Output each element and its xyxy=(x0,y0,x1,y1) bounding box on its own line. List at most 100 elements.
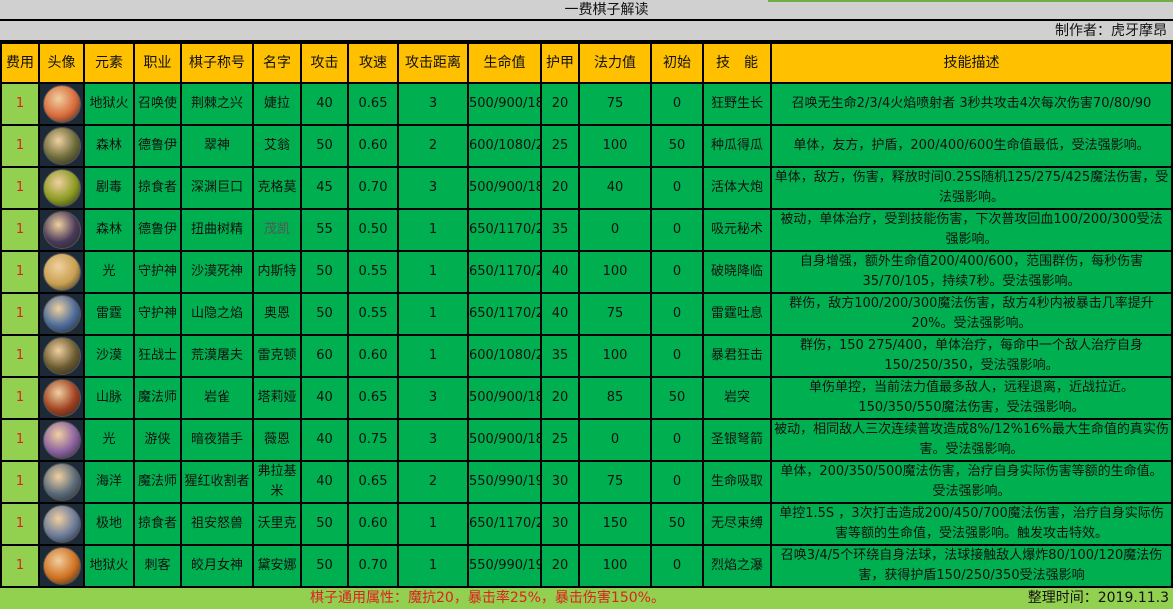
range-cell[interactable]: 3 xyxy=(397,166,469,210)
start-cell[interactable]: 50 xyxy=(650,502,704,546)
element-cell[interactable]: 光 xyxy=(83,418,135,462)
name-cell[interactable]: 沃里克 xyxy=(252,502,302,546)
name-cell[interactable]: 婕拉 xyxy=(252,82,302,126)
hp-cell[interactable]: 500/900/1800 xyxy=(467,418,542,462)
desc-cell[interactable]: 自身增强，额外生命值200/400/600，范围群伤，每秒伤害35/70/105… xyxy=(770,250,1173,294)
hp-cell[interactable]: 600/1080/2160 xyxy=(467,334,542,378)
mana-cell[interactable]: 150 xyxy=(578,502,652,546)
start-cell[interactable]: 0 xyxy=(650,544,704,588)
armor-cell[interactable]: 25 xyxy=(540,124,580,168)
start-cell[interactable]: 50 xyxy=(650,124,704,168)
skill-cell[interactable]: 暴君狂击 xyxy=(702,334,772,378)
cost-cell[interactable]: 1 xyxy=(0,460,40,504)
skill-cell[interactable]: 圣银弩箭 xyxy=(702,418,772,462)
name-cell[interactable]: 薇恩 xyxy=(252,418,302,462)
element-cell[interactable]: 沙漠 xyxy=(83,334,135,378)
title-cell[interactable]: 荆棘之兴 xyxy=(180,82,254,126)
attack-cell[interactable]: 50 xyxy=(300,292,349,336)
start-cell[interactable]: 0 xyxy=(650,292,704,336)
cost-cell[interactable]: 1 xyxy=(0,376,40,420)
avatar-cell[interactable] xyxy=(38,544,85,588)
class-cell[interactable]: 守护神 xyxy=(133,292,182,336)
skill-cell[interactable]: 狂野生长 xyxy=(702,82,772,126)
element-cell[interactable]: 山脉 xyxy=(83,376,135,420)
element-cell[interactable]: 剧毒 xyxy=(83,166,135,210)
avatar-cell[interactable] xyxy=(38,334,85,378)
element-cell[interactable]: 森林 xyxy=(83,208,135,252)
mana-cell[interactable]: 75 xyxy=(578,292,652,336)
title-cell[interactable]: 猩红收割者 xyxy=(180,460,254,504)
attack-cell[interactable]: 50 xyxy=(300,502,349,546)
column-header[interactable]: 护甲 xyxy=(540,42,580,84)
cost-cell[interactable]: 1 xyxy=(0,418,40,462)
speed-cell[interactable]: 0.55 xyxy=(347,250,399,294)
cost-cell[interactable]: 1 xyxy=(0,82,40,126)
hp-cell[interactable]: 600/1080/2160 xyxy=(467,124,542,168)
speed-cell[interactable]: 0.70 xyxy=(347,166,399,210)
name-cell[interactable]: 内斯特 xyxy=(252,250,302,294)
cost-cell[interactable]: 1 xyxy=(0,292,40,336)
desc-cell[interactable]: 群伤，敌方100/200/300魔法伤害，敌方4秒内被暴击几率提升20%。受法强… xyxy=(770,292,1173,336)
mana-cell[interactable]: 0 xyxy=(578,208,652,252)
skill-cell[interactable]: 活体大炮 xyxy=(702,166,772,210)
name-cell[interactable]: 艾翁 xyxy=(252,124,302,168)
skill-cell[interactable]: 烈焰之瀑 xyxy=(702,544,772,588)
title-cell[interactable]: 暗夜猎手 xyxy=(180,418,254,462)
desc-cell[interactable]: 单控1.5S ，3次打击造成200/450/700魔法伤害，治疗自身实际伤害等额… xyxy=(770,502,1173,546)
mana-cell[interactable]: 85 xyxy=(578,376,652,420)
start-cell[interactable]: 0 xyxy=(650,208,704,252)
range-cell[interactable]: 1 xyxy=(397,292,469,336)
avatar-cell[interactable] xyxy=(38,124,85,168)
range-cell[interactable]: 1 xyxy=(397,544,469,588)
speed-cell[interactable]: 0.65 xyxy=(347,460,399,504)
cost-cell[interactable]: 1 xyxy=(0,502,40,546)
armor-cell[interactable]: 20 xyxy=(540,376,580,420)
column-header[interactable]: 攻击距离 xyxy=(397,42,469,84)
column-header[interactable]: 棋子称号 xyxy=(180,42,254,84)
name-cell[interactable]: 塔莉娅 xyxy=(252,376,302,420)
desc-cell[interactable]: 被动，相同敌人三次连续普攻造成8%/12%16%最大生命值的真实伤害。受法强影响… xyxy=(770,418,1173,462)
range-cell[interactable]: 1 xyxy=(397,208,469,252)
armor-cell[interactable]: 20 xyxy=(540,82,580,126)
speed-cell[interactable]: 0.55 xyxy=(347,292,399,336)
avatar-cell[interactable] xyxy=(38,502,85,546)
column-header[interactable]: 攻速 xyxy=(347,42,399,84)
hp-cell[interactable]: 500/900/1800 xyxy=(467,376,542,420)
hp-cell[interactable]: 650/1170/2340 xyxy=(467,208,542,252)
start-cell[interactable]: 0 xyxy=(650,460,704,504)
armor-cell[interactable]: 20 xyxy=(540,166,580,210)
name-cell[interactable]: 雷克顿 xyxy=(252,334,302,378)
speed-cell[interactable]: 0.75 xyxy=(347,418,399,462)
armor-cell[interactable]: 40 xyxy=(540,250,580,294)
skill-cell[interactable]: 雷霆吐息 xyxy=(702,292,772,336)
skill-cell[interactable]: 生命吸取 xyxy=(702,460,772,504)
attack-cell[interactable]: 40 xyxy=(300,376,349,420)
hp-cell[interactable]: 500/900/1800 xyxy=(467,166,542,210)
mana-cell[interactable]: 100 xyxy=(578,544,652,588)
armor-cell[interactable]: 25 xyxy=(540,418,580,462)
name-cell[interactable]: 克格莫 xyxy=(252,166,302,210)
desc-cell[interactable]: 单体，敌方，伤害，释放时间0.25S随机125/275/425魔法伤害，受法强影… xyxy=(770,166,1173,210)
mana-cell[interactable]: 40 xyxy=(578,166,652,210)
desc-cell[interactable]: 被动，单体治疗，受到技能伤害，下次普攻回血100/200/300受法强影响。 xyxy=(770,208,1173,252)
skill-cell[interactable]: 破晓降临 xyxy=(702,250,772,294)
attack-cell[interactable]: 50 xyxy=(300,544,349,588)
class-cell[interactable]: 掠食者 xyxy=(133,166,182,210)
class-cell[interactable]: 德鲁伊 xyxy=(133,208,182,252)
name-cell[interactable]: 奥恩 xyxy=(252,292,302,336)
column-header[interactable]: 名字 xyxy=(252,42,302,84)
column-header[interactable]: 技能描述 xyxy=(770,42,1173,84)
avatar-cell[interactable] xyxy=(38,250,85,294)
class-cell[interactable]: 游侠 xyxy=(133,418,182,462)
start-cell[interactable]: 0 xyxy=(650,418,704,462)
start-cell[interactable]: 0 xyxy=(650,166,704,210)
element-cell[interactable]: 地狱火 xyxy=(83,544,135,588)
desc-cell[interactable]: 单体，友方，护盾，200/400/600生命值最低，受法强影响。 xyxy=(770,124,1173,168)
class-cell[interactable]: 魔法师 xyxy=(133,376,182,420)
name-cell[interactable]: 茂凯 xyxy=(252,208,302,252)
skill-cell[interactable]: 无尽束缚 xyxy=(702,502,772,546)
mana-cell[interactable]: 75 xyxy=(578,82,652,126)
cost-cell[interactable]: 1 xyxy=(0,208,40,252)
speed-cell[interactable]: 0.70 xyxy=(347,544,399,588)
element-cell[interactable]: 地狱火 xyxy=(83,82,135,126)
